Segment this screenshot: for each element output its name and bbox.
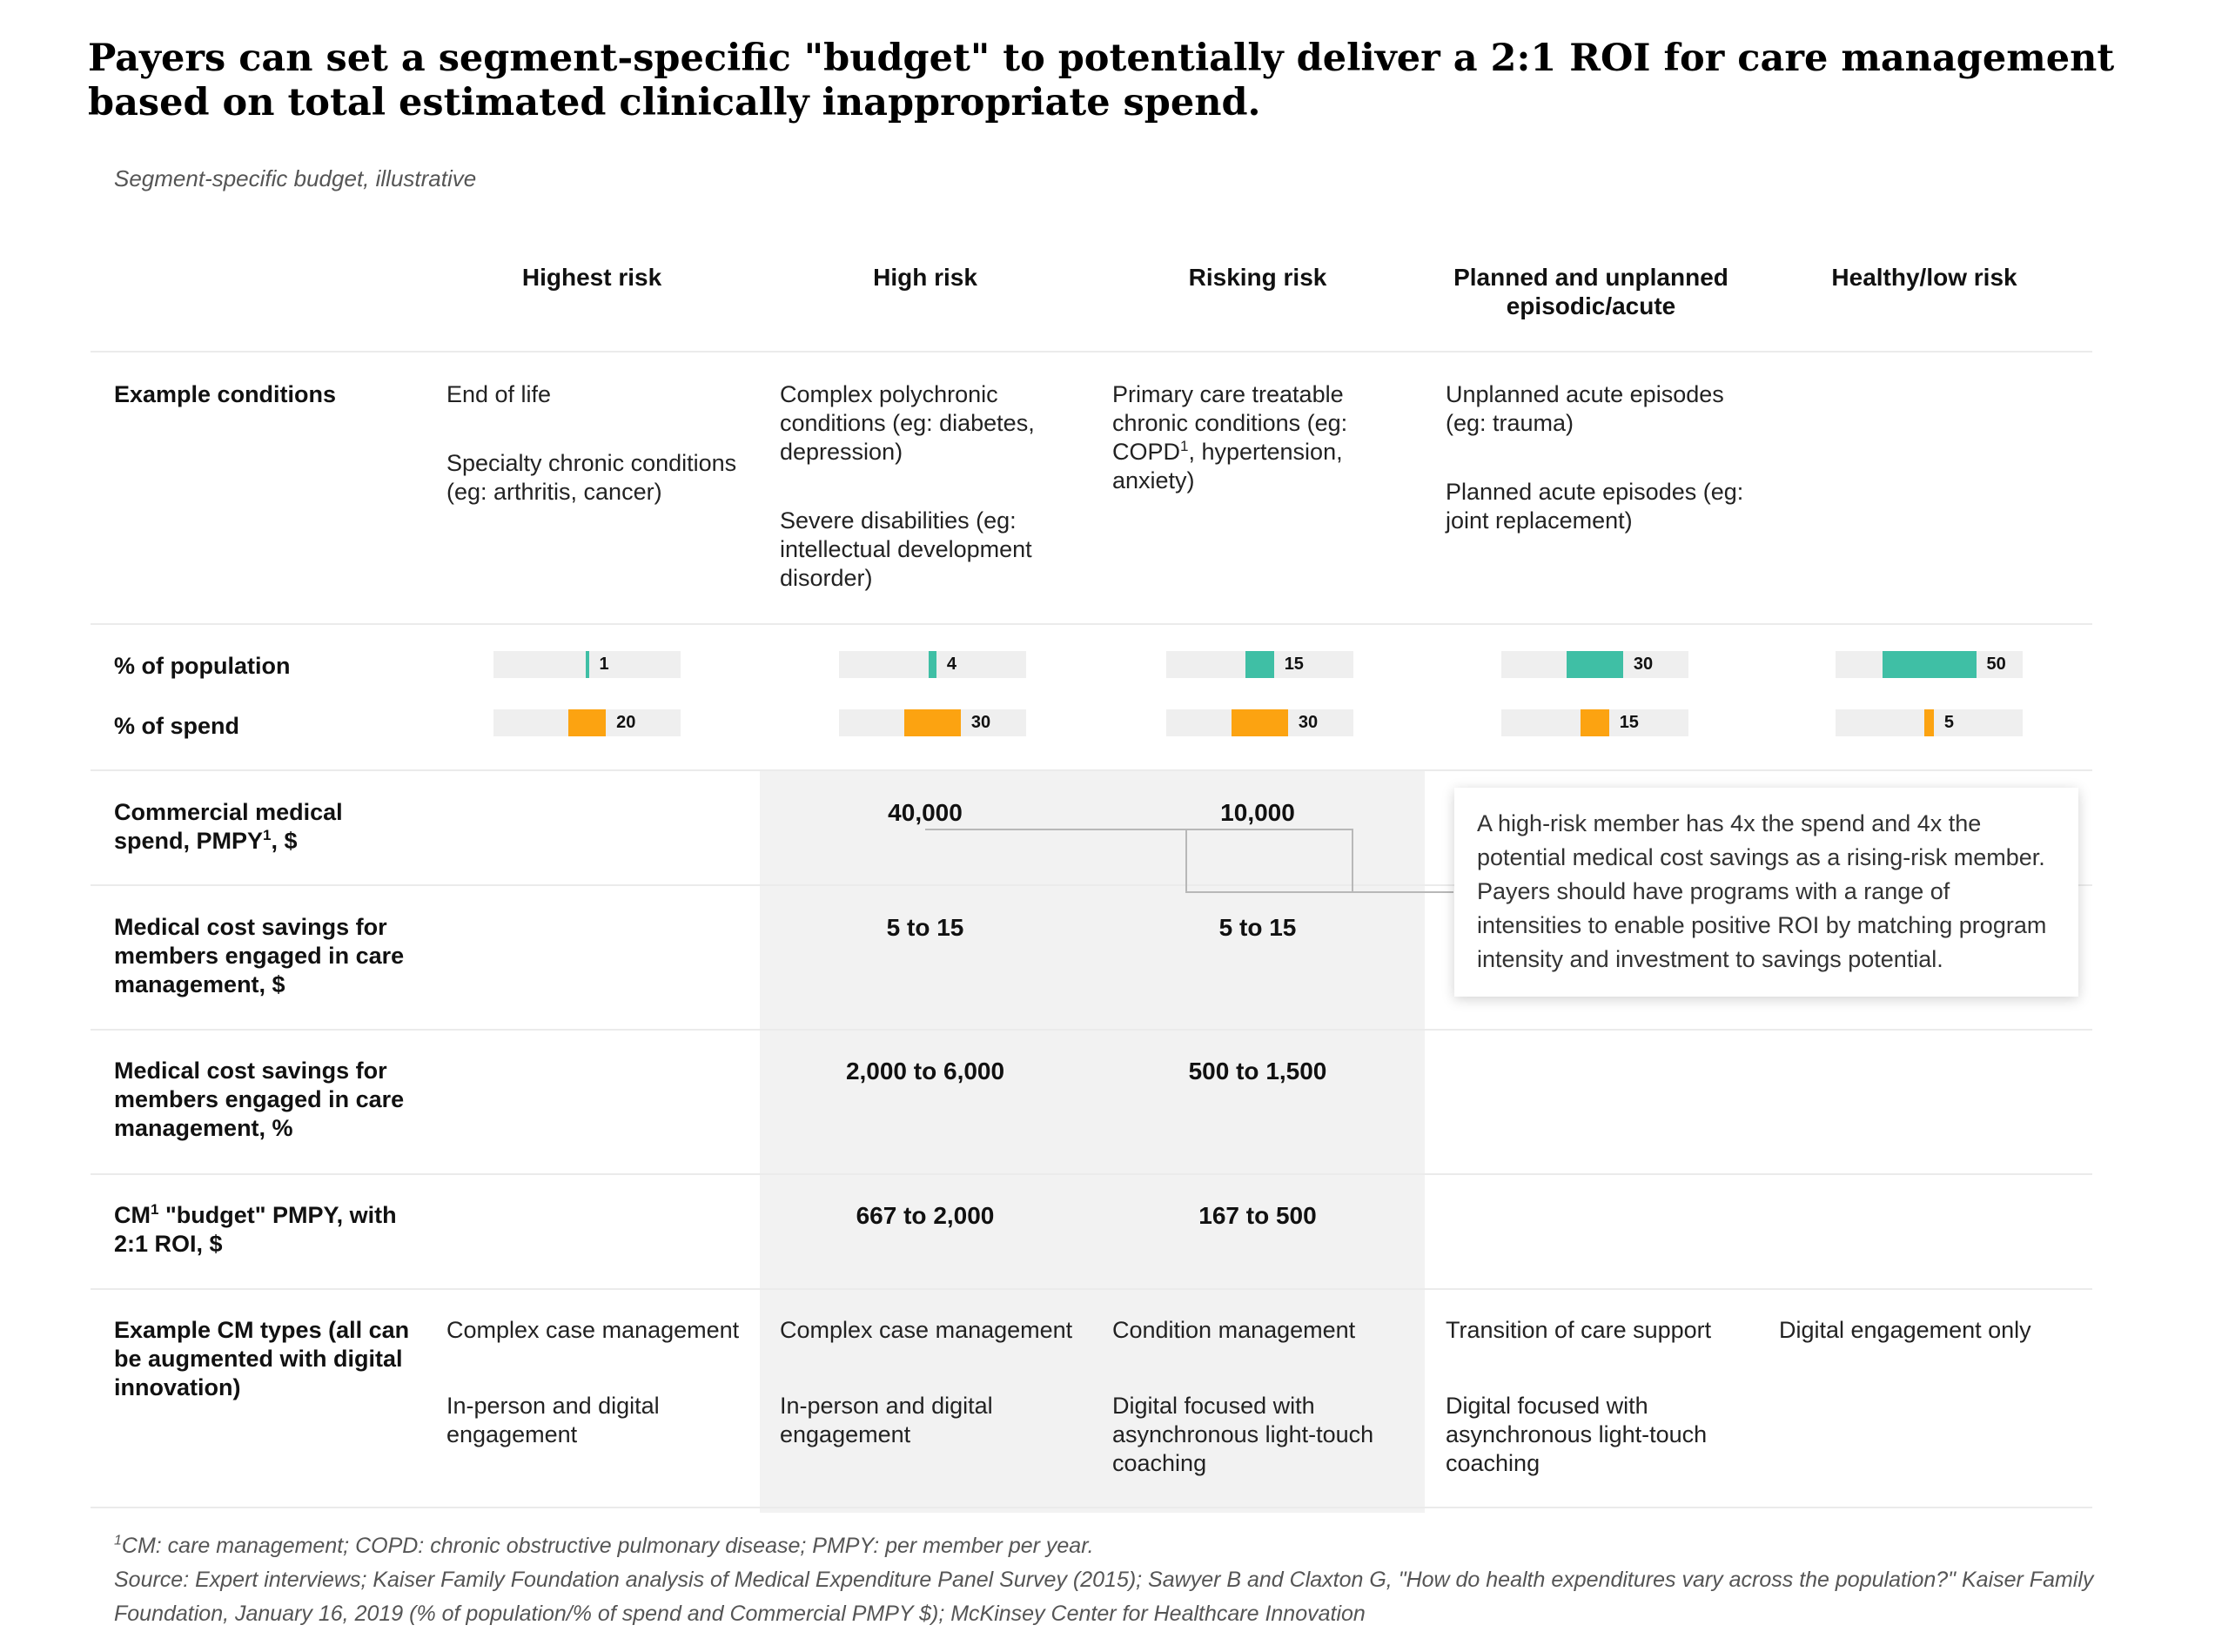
cm-type-item: Condition management bbox=[1112, 1317, 1356, 1343]
condition-item: Unplanned acute episodes (eg: trauma) bbox=[1446, 381, 1724, 436]
cm-type-item: In-person and digital engagement bbox=[780, 1393, 993, 1447]
footnotes: 1CM: care management; COPD: chronic obst… bbox=[114, 1529, 2116, 1631]
highlighted-columns-background bbox=[760, 771, 1425, 1513]
row-divider bbox=[91, 623, 2092, 625]
cm-types-episodic: Transition of care support Digital focus… bbox=[1446, 1316, 1746, 1478]
spend-value-label: 20 bbox=[616, 713, 636, 732]
spend-value-label: 30 bbox=[1298, 713, 1319, 732]
spend-bar-fill bbox=[567, 709, 607, 736]
row-label-pct-spend: % of spend bbox=[114, 713, 240, 739]
population-bar-fill bbox=[1245, 651, 1274, 678]
column-header-episodic: Planned and unplanned episodic/acute bbox=[1453, 264, 1728, 319]
population-value-label: 15 bbox=[1284, 655, 1304, 674]
population-bar-fill bbox=[929, 651, 936, 678]
cm-types-rising-risk: Condition management Digital focused wit… bbox=[1112, 1316, 1413, 1478]
cm-types-highest-risk: Complex case management In-person and di… bbox=[446, 1316, 747, 1449]
cm-type-item: Digital engagement only bbox=[1779, 1317, 2031, 1343]
row-label-cm-budget: CM1 "budget" PMPY, with 2:1 ROI, $ bbox=[114, 1201, 397, 1257]
column-header-high-risk: High risk bbox=[873, 264, 977, 291]
budget-rising-risk: 167 to 500 bbox=[1198, 1202, 1317, 1229]
population-value-label: 50 bbox=[1986, 655, 2006, 674]
spend-value-label: 15 bbox=[1619, 713, 1639, 732]
spend-bar-fill bbox=[1581, 709, 1609, 736]
population-bar-healthy: 50 bbox=[1836, 651, 2023, 678]
condition-item: Planned acute episodes (eg: joint replac… bbox=[1446, 479, 1744, 534]
column-header-healthy: Healthy/low risk bbox=[1831, 264, 2017, 291]
population-value-label: 4 bbox=[946, 655, 956, 674]
subtitle: Segment-specific budget, illustrative bbox=[114, 165, 477, 191]
condition-item: End of life bbox=[446, 381, 552, 407]
population-bar-fill bbox=[1567, 651, 1623, 678]
savings-pct-rising-risk: 500 to 1,500 bbox=[1188, 1058, 1327, 1085]
population-value-label: 1 bbox=[599, 655, 609, 674]
spend-bar-rising-risk: 30 bbox=[1166, 709, 1353, 736]
population-bar-high-risk: 4 bbox=[839, 651, 1026, 678]
condition-item: Complex polychronic conditions (eg: diab… bbox=[780, 381, 1035, 465]
cm-types-healthy: Digital engagement only bbox=[1779, 1316, 2079, 1345]
cm-type-item: Complex case management bbox=[446, 1317, 740, 1343]
condition-item: Specialty chronic conditions (eg: arthri… bbox=[446, 450, 737, 505]
spend-bar-healthy: 5 bbox=[1836, 709, 2023, 736]
population-value-label: 30 bbox=[1633, 655, 1654, 674]
conditions-rising-risk: Primary care treatable chronic condition… bbox=[1112, 380, 1413, 495]
cm-types-high-risk: Complex case management In-person and di… bbox=[780, 1316, 1080, 1449]
row-divider bbox=[91, 884, 2092, 886]
savings-pct-high-risk: 2,000 to 6,000 bbox=[845, 1058, 1005, 1085]
population-bar-fill bbox=[585, 651, 589, 678]
cm-type-item: Digital focused with asynchronous light-… bbox=[1112, 1393, 1374, 1476]
cm-type-item: In-person and digital engagement bbox=[446, 1393, 660, 1447]
row-divider bbox=[91, 769, 2092, 771]
column-header-rising-risk: Risking risk bbox=[1188, 264, 1327, 291]
spend-value-label: 5 bbox=[1943, 713, 1955, 732]
row-divider bbox=[91, 1173, 2092, 1175]
source-note: Source: Expert interviews; Kaiser Family… bbox=[114, 1568, 2094, 1626]
spend-bar-highest-risk: 20 bbox=[493, 709, 681, 736]
row-label-example-conditions: Example conditions bbox=[114, 381, 337, 407]
column-header-highest-risk: Highest risk bbox=[521, 264, 662, 291]
row-label-commercial-spend: Commercial medical spend, PMPY1, $ bbox=[114, 799, 343, 854]
commercial-spend-rising-risk: 10,000 bbox=[1220, 799, 1295, 826]
cm-type-item: Transition of care support bbox=[1446, 1317, 1712, 1343]
population-bar-highest-risk: 1 bbox=[493, 651, 681, 678]
conditions-episodic: Unplanned acute episodes (eg: trauma) Pl… bbox=[1446, 380, 1746, 535]
savings-dollar-rising-risk: 5 to 15 bbox=[1218, 914, 1297, 941]
cm-type-item: Complex case management bbox=[780, 1317, 1073, 1343]
spend-bar-high-risk: 30 bbox=[839, 709, 1026, 736]
spend-value-label: 30 bbox=[970, 713, 991, 732]
budget-high-risk: 667 to 2,000 bbox=[856, 1202, 995, 1229]
row-label-savings-dollar: Medical cost savings for members engaged… bbox=[114, 914, 405, 997]
row-label-cm-types: Example CM types (all can be augmented w… bbox=[114, 1317, 410, 1400]
row-label-savings-pct: Medical cost savings for members engaged… bbox=[114, 1058, 405, 1141]
callout-box: A high-risk member has 4x the spend and … bbox=[1454, 788, 2078, 997]
row-label-pct-population: % of population bbox=[114, 653, 291, 679]
population-bar-rising-risk: 15 bbox=[1166, 651, 1353, 678]
cm-type-item: Digital focused with asynchronous light-… bbox=[1446, 1393, 1708, 1476]
spend-bar-fill bbox=[1232, 709, 1288, 736]
footnote-definitions: 1CM: care management; COPD: chronic obst… bbox=[114, 1533, 1094, 1558]
row-divider bbox=[91, 1029, 2092, 1031]
condition-item: Severe disabilities (eg: intellectual de… bbox=[780, 507, 1032, 591]
population-bar-fill bbox=[1882, 651, 1977, 678]
spend-bar-fill bbox=[904, 709, 961, 736]
row-divider bbox=[91, 1288, 2092, 1290]
spend-bar-episodic: 15 bbox=[1501, 709, 1688, 736]
commercial-spend-high-risk: 40,000 bbox=[888, 799, 963, 826]
spend-bar-fill bbox=[1924, 709, 1934, 736]
row-divider bbox=[91, 351, 2092, 353]
conditions-highest-risk: End of life Specialty chronic conditions… bbox=[446, 380, 747, 507]
population-bar-episodic: 30 bbox=[1501, 651, 1688, 678]
condition-item: Primary care treatable chronic condition… bbox=[1112, 381, 1348, 494]
page-title: Payers can set a segment-specific "budge… bbox=[88, 37, 2115, 124]
conditions-high-risk: Complex polychronic conditions (eg: diab… bbox=[780, 380, 1080, 593]
savings-dollar-high-risk: 5 to 15 bbox=[886, 914, 964, 941]
row-divider bbox=[91, 1507, 2092, 1508]
